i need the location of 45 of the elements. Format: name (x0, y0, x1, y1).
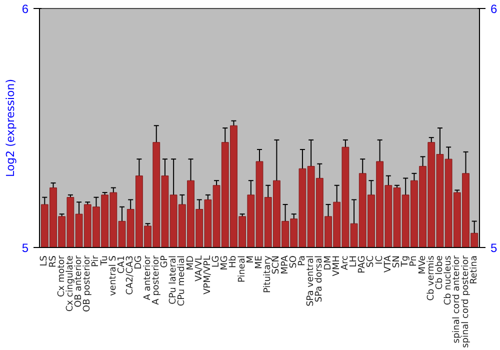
x-tick-label: Pineal (237, 255, 248, 282)
y2-tick-label: 6 (490, 2, 498, 16)
x-tick-label: DG (134, 255, 144, 270)
x-tick-label: RS (48, 255, 58, 268)
x-tick-label: SC (366, 255, 376, 268)
x-tick-label: MVe (418, 255, 428, 274)
x-tick-label: ME (254, 255, 264, 269)
x-tick-label: MD (186, 255, 196, 270)
x-tick-label: VPM/VPL (202, 255, 213, 294)
x-tick-label: LS (40, 255, 50, 266)
x-tick-label: Cx cingulate (65, 255, 76, 312)
x-tick-label: OB posterior (82, 255, 93, 312)
x-tick-label: SCN (272, 255, 282, 274)
x-tick-label: Cx motor (56, 255, 67, 297)
x-tick-label: Hb (228, 255, 239, 268)
x-tick-label: SPa dorsal (314, 255, 325, 302)
x-tick-label: A posterior (151, 255, 162, 305)
x-tick-label: CA1 (117, 255, 127, 274)
x-tick-label: VMH (332, 255, 342, 276)
x-tick-label: VTA (383, 254, 394, 273)
x-tick-label: Pituitary (263, 254, 274, 294)
x-tick-label: IC (374, 255, 385, 264)
x-tick-label: Retina (469, 255, 480, 284)
x-tick-label: MPA (280, 254, 290, 274)
x-tick-label: Pir (91, 255, 102, 267)
x-tick-label: Cb vermis (426, 255, 436, 301)
y2-tick-label: 5 (490, 241, 498, 255)
x-tick-label: A anterior (142, 255, 153, 300)
x-tick-label: SN (392, 255, 402, 268)
x-tick-label: M (246, 256, 256, 264)
x-tick-label: Pn (409, 255, 420, 266)
x-tick-label: spinal cord anterior (452, 255, 462, 344)
x-tick-label: SO (288, 256, 299, 268)
x-tick-label: Cb lobe (434, 255, 445, 290)
x-tick-label: GP (160, 254, 170, 268)
x-tick-label: Tg (400, 255, 411, 268)
x-tick-label: ventral S (108, 255, 118, 296)
x-tick-label: Pa (297, 255, 308, 266)
y-axis-title: Log2 (expression) (4, 78, 17, 178)
x-tick-label: DM (323, 255, 334, 270)
x-tick-label: Arc (340, 255, 350, 270)
x-tick-label: CPu medial (177, 255, 188, 306)
x-tick-label: spinal cord posterior (460, 255, 471, 348)
x-tick-label: VA/VL (194, 255, 204, 282)
x-tick-label: Tu (100, 255, 110, 266)
